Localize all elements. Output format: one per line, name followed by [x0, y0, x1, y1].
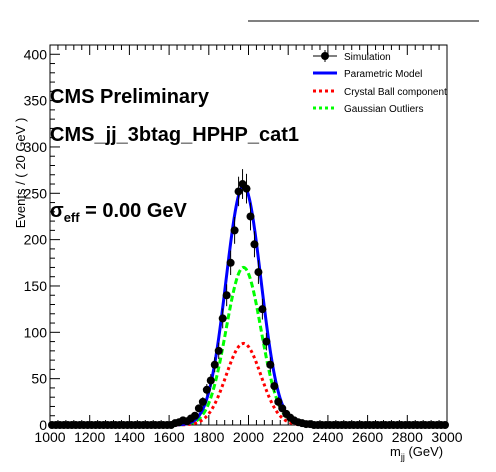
data-point	[226, 258, 235, 267]
sigma-subscript: eff	[64, 210, 81, 225]
data-point	[242, 184, 251, 193]
x-tick-label: 2800	[392, 429, 423, 445]
data-point	[222, 291, 231, 300]
sigma-eff-label: σeff = 0.00 GeV	[50, 200, 188, 225]
data-point	[266, 360, 275, 369]
data-points	[47, 169, 450, 429]
x-tick-label: 1400	[114, 429, 145, 445]
y-tick-label: 0	[39, 417, 47, 433]
y-tick-label: 250	[24, 185, 48, 201]
data-point	[234, 187, 243, 196]
data-point	[198, 397, 207, 406]
data-point	[270, 382, 279, 391]
x-axis-label: mjj (GeV)	[390, 444, 443, 462]
legend-item-simulation: Simulation	[313, 50, 391, 63]
curve-parametric-model	[170, 184, 317, 427]
y-tick-label: 150	[24, 278, 48, 294]
x-axis-label-main: m	[390, 444, 401, 459]
x-tick-label: 2400	[312, 429, 343, 445]
data-point	[246, 212, 255, 221]
data-point	[206, 376, 215, 385]
curve-crystal-ball-component	[170, 341, 317, 427]
axes: 1000 1200 1400 1600 1800 2000 2200 2400 2600 2800…	[24, 44, 463, 445]
data-point	[210, 360, 219, 369]
x-tick-label: 1200	[74, 429, 105, 445]
x-tick-label: 1000	[34, 429, 65, 445]
data-point	[214, 346, 223, 355]
y-axis-label: Events / ( 20 GeV )	[13, 118, 28, 229]
x-tick-label: 2000	[233, 429, 264, 445]
data-point	[274, 397, 283, 406]
data-point	[441, 421, 450, 429]
data-point	[230, 226, 239, 235]
legend-simulation-marker	[321, 52, 329, 60]
legend-crystal-label: Crystal Ball component	[344, 87, 447, 98]
data-point	[190, 411, 199, 420]
legend-item-crystal-ball: Crystal Ball component	[313, 87, 447, 98]
y-tick-label: 100	[24, 324, 48, 340]
legend-parametric-label: Parametric Model	[344, 69, 422, 80]
title-line-2: CMS_jj_3btag_HPHP_cat1	[50, 124, 299, 146]
legend-simulation-label: Simulation	[344, 52, 391, 63]
legend: Simulation Parametric Model Crystal Ball…	[313, 50, 447, 115]
x-tick-label: 2200	[273, 429, 304, 445]
title-line-1: CMS Preliminary	[50, 86, 210, 108]
data-point	[278, 404, 287, 413]
x-tick-label: 1600	[154, 429, 185, 445]
data-point	[194, 404, 203, 413]
curve-gaussian-outliers	[170, 265, 317, 427]
data-point	[262, 337, 271, 346]
data-point	[254, 268, 263, 277]
y-tick-label: 350	[24, 93, 48, 109]
legend-gaussian-label: Gaussian Outliers	[344, 104, 423, 115]
data-point	[218, 314, 227, 323]
legend-item-gaussian-outliers: Gaussian Outliers	[313, 104, 423, 115]
x-axis-label-unit: (GeV)	[405, 444, 443, 459]
sigma-symbol: σ	[50, 200, 64, 222]
x-tick-label: 1800	[193, 429, 224, 445]
data-point	[202, 385, 211, 394]
data-point	[258, 305, 267, 314]
y-tick-label: 400	[24, 46, 48, 62]
y-tick-label: 200	[24, 232, 48, 248]
y-tick-label: 300	[24, 139, 48, 155]
x-tick-label: 2600	[352, 429, 383, 445]
y-tick-label: 50	[31, 371, 47, 387]
x-tick-label: 3000	[431, 429, 462, 445]
legend-item-parametric-model: Parametric Model	[313, 69, 422, 80]
data-point	[250, 240, 259, 249]
sigma-value: = 0.00 GeV	[80, 200, 188, 222]
x-axis-label-sub: jj	[400, 452, 405, 462]
